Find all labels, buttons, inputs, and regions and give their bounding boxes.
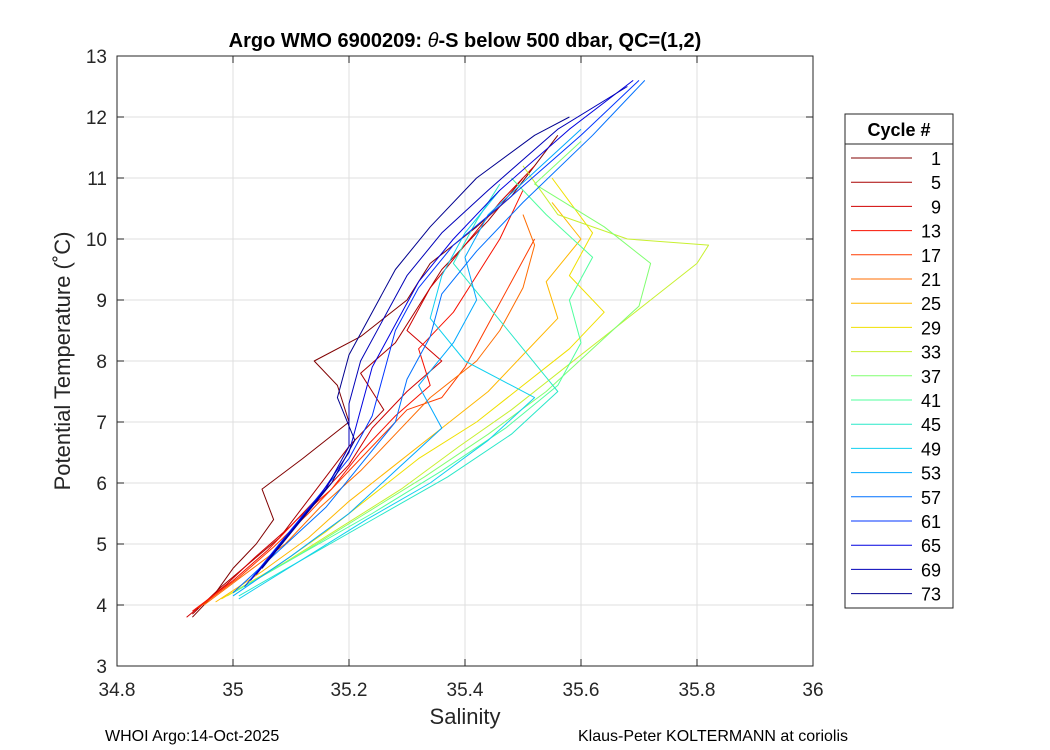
series-line-cycle-65 xyxy=(250,80,634,581)
series-line-cycle-21 xyxy=(203,214,536,606)
y-tick-labels: 3 4 5 6 7 8 9 10 11 12 13 xyxy=(86,47,108,678)
y-tick-label: 12 xyxy=(86,108,107,129)
legend-label: 57 xyxy=(921,488,941,508)
legend-entry: 1 xyxy=(851,149,941,169)
legend: Cycle # 1 5 9 13 17 21 25 29 33 37 41 45 49 53 57 61 65 6… xyxy=(844,113,954,609)
footer-left: WHOI Argo:14-Oct-2025 xyxy=(105,728,279,745)
series-line-cycle-41 xyxy=(232,177,594,594)
y-tick-label: 9 xyxy=(96,291,107,312)
legend-entry: 45 xyxy=(851,415,941,435)
x-tick-label: 35.4 xyxy=(447,680,484,701)
legend-label: 5 xyxy=(931,173,941,193)
legend-entry: 17 xyxy=(851,246,941,266)
x-tick-label: 34.8 xyxy=(99,680,136,701)
series-line-cycle-53 xyxy=(232,128,582,597)
legend-entry: 69 xyxy=(851,560,941,580)
legend-entry: 41 xyxy=(851,391,941,411)
chart-title: Argo WMO 6900209: θ-S below 500 dbar, QC… xyxy=(229,30,702,52)
series-line-cycle-57 xyxy=(232,80,646,594)
series-line-cycle-61 xyxy=(244,80,640,588)
legend-label: 33 xyxy=(921,343,941,363)
x-tick-label: 35 xyxy=(222,680,243,701)
legend-label: 29 xyxy=(921,318,941,338)
y-tick-label: 6 xyxy=(96,474,107,495)
x-tick-label: 35.2 xyxy=(331,680,368,701)
legend-box xyxy=(844,113,954,609)
legend-label: 69 xyxy=(921,560,941,580)
legend-label: 1 xyxy=(931,149,941,169)
legend-label: 65 xyxy=(921,536,941,556)
legend-label: 41 xyxy=(921,391,941,411)
legend-title: Cycle # xyxy=(867,120,930,140)
legend-label: 53 xyxy=(921,464,941,484)
legend-label: 49 xyxy=(921,439,941,459)
legend-entry: 57 xyxy=(851,488,941,508)
y-tick-label: 8 xyxy=(96,352,107,373)
x-tick-labels: 34.8 35 35.2 35.4 35.6 35.8 36 xyxy=(99,680,824,701)
legend-label: 17 xyxy=(921,246,941,266)
y-tick-label: 4 xyxy=(96,596,107,617)
series-line-cycle-29 xyxy=(221,177,605,600)
legend-label: 9 xyxy=(931,197,941,217)
legend-entry: 65 xyxy=(851,536,941,556)
legend-entry: 33 xyxy=(851,343,941,363)
legend-entry: 21 xyxy=(851,270,941,290)
y-tick-label: 10 xyxy=(86,230,107,251)
legend-entry: 73 xyxy=(851,585,941,605)
y-axis-label: Potential Temperature (˚C) xyxy=(50,232,75,491)
legend-entry: 29 xyxy=(851,318,941,338)
legend-label: 61 xyxy=(921,512,941,532)
tick-marks xyxy=(116,55,814,667)
y-tick-label: 11 xyxy=(87,169,107,190)
y-tick-label: 13 xyxy=(86,47,107,68)
footer-right: Klaus-Peter KOLTERMANN at coriolis xyxy=(578,728,848,745)
legend-items: 1 5 9 13 17 21 25 29 33 37 41 45 49 53 57 61 65 69 73 xyxy=(851,149,941,605)
series-line-cycle-49 xyxy=(238,189,536,600)
legend-entry: 25 xyxy=(851,294,941,314)
legend-label: 73 xyxy=(921,585,941,605)
x-tick-label: 36 xyxy=(802,680,823,701)
legend-entry: 49 xyxy=(851,439,941,459)
legend-entry: 5 xyxy=(851,173,941,193)
legend-entry: 37 xyxy=(851,367,941,387)
plot-area xyxy=(116,55,814,667)
y-tick-label: 7 xyxy=(96,413,107,434)
series-line-cycle-69 xyxy=(255,86,628,575)
legend-entry: 61 xyxy=(851,512,941,532)
legend-entry: 53 xyxy=(851,464,941,484)
series-line-cycle-33 xyxy=(226,165,710,597)
legend-entry: 13 xyxy=(851,222,941,242)
x-tick-label: 35.8 xyxy=(679,680,716,701)
legend-label: 37 xyxy=(921,367,941,387)
y-tick-label: 3 xyxy=(96,657,107,678)
series-line-cycle-17 xyxy=(197,238,536,609)
x-axis-label: Salinity xyxy=(430,704,501,729)
series-line-cycle-25 xyxy=(215,202,582,603)
series-line-cycle-45 xyxy=(238,183,559,597)
legend-label: 21 xyxy=(921,270,941,290)
legend-label: 13 xyxy=(921,222,941,242)
y-tick-label: 5 xyxy=(96,535,107,556)
series-line-cycle-37 xyxy=(232,141,652,594)
series-line-cycle-73 xyxy=(261,116,570,569)
series-line-cycle-13 xyxy=(192,189,524,612)
series-layer xyxy=(186,80,710,618)
legend-label: 45 xyxy=(921,415,941,435)
x-tick-label: 35.6 xyxy=(563,680,600,701)
legend-label: 25 xyxy=(921,294,941,314)
legend-entry: 9 xyxy=(851,197,941,217)
series-line-cycle-5 xyxy=(192,177,524,615)
